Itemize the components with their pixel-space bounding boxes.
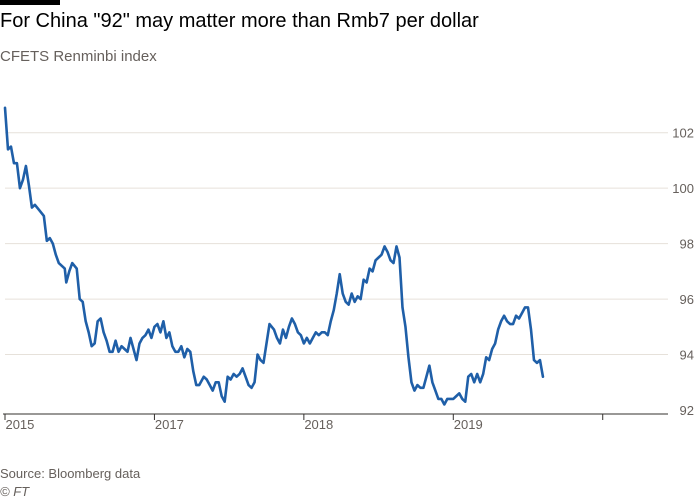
line-chart: 92 94 96 98 100 102 2015 2017 2018 2019 bbox=[3, 106, 694, 432]
series-line-0 bbox=[3, 106, 545, 406]
y-tick-label-102: 102 bbox=[672, 126, 694, 141]
source-note: Source: Bloomberg data bbox=[0, 466, 141, 481]
copyright-note: © FT bbox=[0, 484, 30, 499]
y-tick-label-98: 98 bbox=[680, 237, 694, 252]
y-tick-label-92: 92 bbox=[680, 403, 694, 418]
x-tick-label-2019: 2019 bbox=[454, 417, 483, 432]
x-axis: 2015 2017 2018 2019 bbox=[3, 413, 668, 432]
series-line-layer bbox=[3, 106, 545, 406]
x-tick-label-2018: 2018 bbox=[304, 417, 333, 432]
x-tick-label-2017: 2017 bbox=[155, 417, 184, 432]
chart-title: For China "92" may matter more than Rmb7… bbox=[0, 10, 479, 32]
chart-subtitle: CFETS Renminbi index bbox=[0, 48, 157, 65]
grid-lines bbox=[5, 132, 668, 356]
x-tick-label-2015: 2015 bbox=[5, 417, 34, 432]
y-tick-label-94: 94 bbox=[680, 348, 694, 363]
y-tick-label-100: 100 bbox=[672, 181, 694, 196]
y-tick-label-96: 96 bbox=[680, 292, 694, 307]
brand-top-bar bbox=[0, 0, 60, 5]
y-axis-ticks: 92 94 96 98 100 102 bbox=[672, 126, 694, 418]
